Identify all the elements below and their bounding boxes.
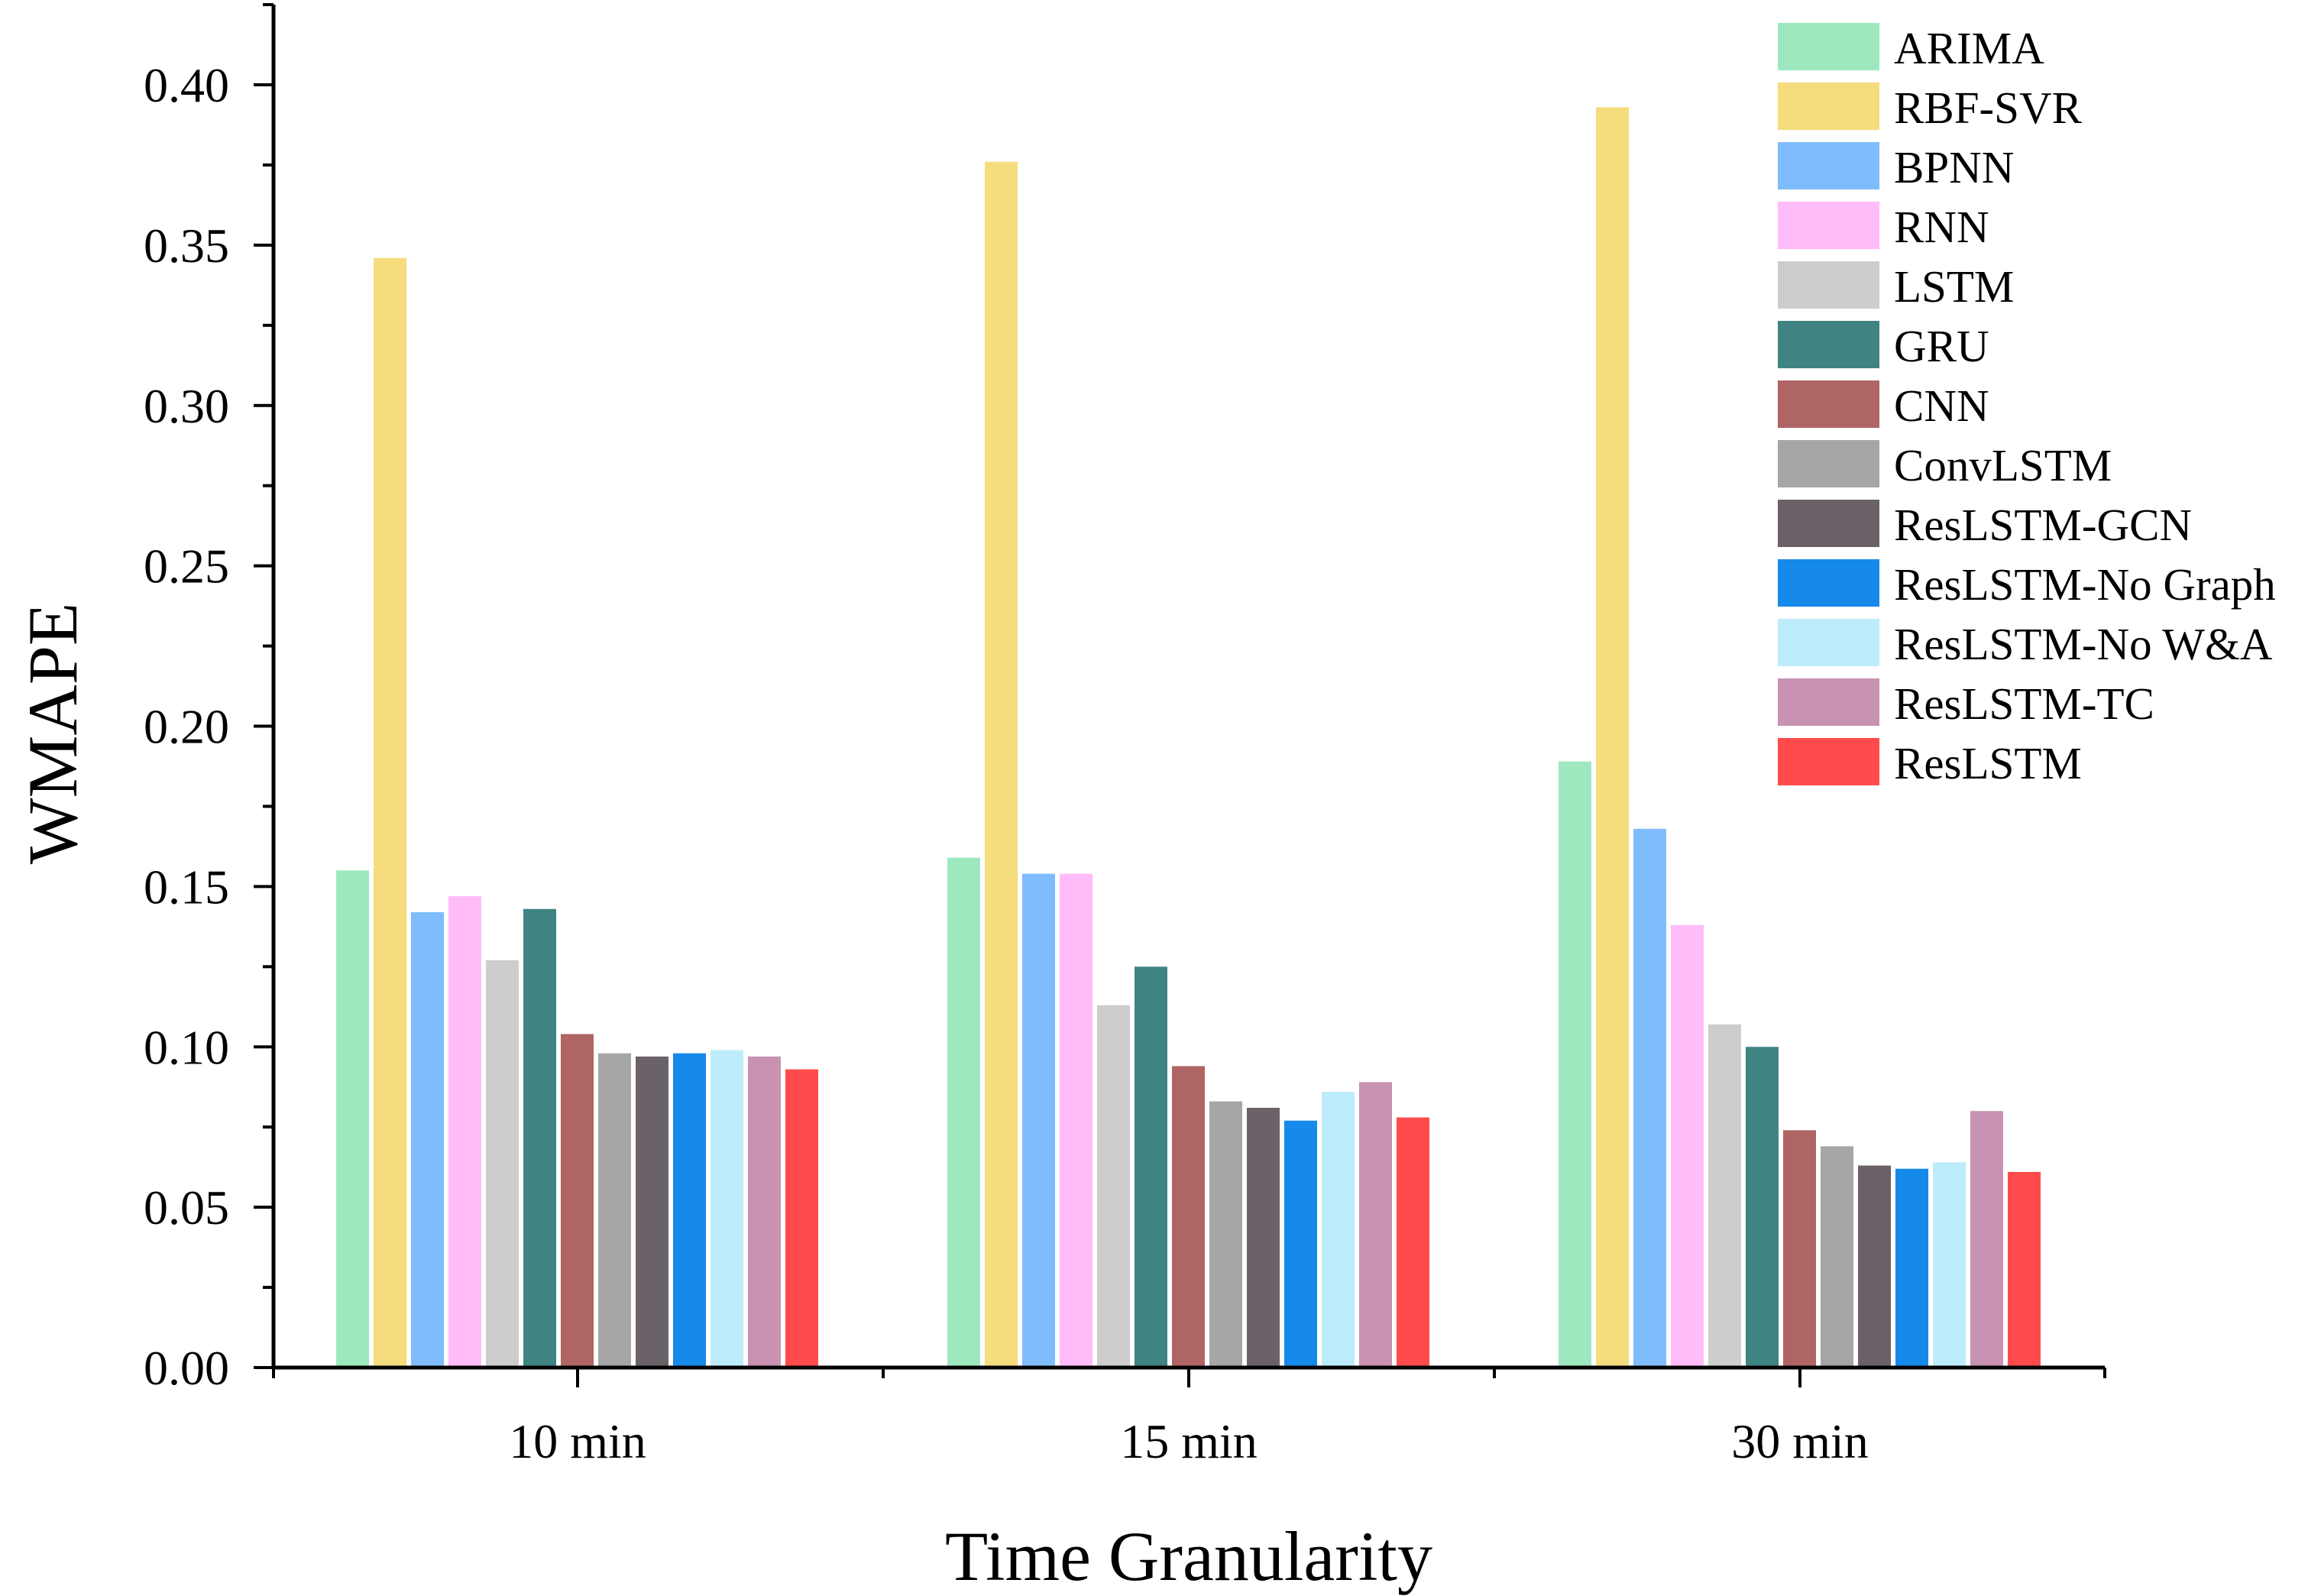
y-tick-label: 0.00 [144,1341,229,1395]
bar-cnn-1 [561,1034,594,1368]
bar-arima-2 [947,857,980,1368]
bar-reslstm-no-w-a-2 [1322,1092,1355,1368]
y-ticks-group: 0.00 0.05 0.10 0.15 0.20 0.25 0.30 0.35 0.40 [144,3,274,1395]
bar-convlstm-2 [1209,1101,1242,1368]
legend-swatch-reslstm [1778,738,1879,785]
legend-label-reslstm: ResLSTM [1894,738,2082,788]
bar-rbf-svr-2 [985,161,1018,1368]
x-axis-title: Time Granularity [945,1517,1432,1595]
legend-label-gru: GRU [1894,321,1989,371]
bar-reslstm-gcn-1 [636,1056,668,1368]
bar-reslstm-tc-2 [1359,1082,1392,1368]
bar-reslstm-gcn-3 [1858,1165,1891,1368]
legend-swatch-arima [1778,23,1879,70]
legend-label-reslstm-no-graph: ResLSTM-No Graph [1894,559,2276,610]
bar-bpnn-1 [411,911,444,1368]
legend-swatch-cnn [1778,380,1879,428]
y-tick-label: 0.15 [144,860,229,914]
bar-reslstm-no-graph-3 [1895,1168,1928,1368]
bar-lstm-1 [486,960,519,1368]
legend-label-convlstm: ConvLSTM [1894,440,2112,490]
legend-swatch-reslstm-no-graph [1778,559,1879,607]
legend-swatch-reslstm-gcn [1778,500,1879,547]
y-tick-label: 0.30 [144,379,229,433]
bars-group [336,107,2041,1368]
bar-reslstm-tc-3 [1970,1111,2003,1368]
bar-reslstm-no-graph-2 [1284,1120,1317,1368]
legend-label-reslstm-tc: ResLSTM-TC [1894,678,2154,729]
legend-label-rnn: RNN [1894,202,1989,252]
bar-rbf-svr-1 [374,257,406,1368]
x-tick-label: 10 min [509,1414,646,1468]
y-tick-label: 0.35 [144,219,229,273]
y-tick-label: 0.25 [144,539,229,594]
bar-gru-2 [1135,966,1167,1368]
legend-label-cnn: CNN [1894,380,1989,431]
bar-lstm-3 [1708,1024,1741,1368]
legend-swatch-reslstm-no-w-a [1778,619,1879,666]
bar-cnn-2 [1172,1066,1205,1368]
bar-rnn-3 [1671,924,1704,1368]
bar-reslstm-3 [2008,1171,2041,1368]
bar-convlstm-1 [598,1053,631,1368]
legend-swatch-bpnn [1778,142,1879,189]
bar-rnn-1 [448,895,481,1368]
legend-swatch-convlstm [1778,440,1879,487]
bar-bpnn-2 [1022,873,1055,1368]
bar-convlstm-3 [1821,1146,1853,1368]
legend-swatch-rbf-svr [1778,83,1879,130]
bar-rnn-2 [1060,873,1092,1368]
x-tick-label: 30 min [1731,1414,1869,1468]
bar-rbf-svr-3 [1596,107,1629,1368]
x-ticks-group: 10 min 15 min 30 min [272,1368,2106,1468]
legend-swatch-lstm [1778,261,1879,309]
bar-gru-1 [523,908,556,1368]
bar-reslstm-no-graph-1 [673,1053,706,1368]
bar-reslstm-no-w-a-3 [1933,1162,1966,1368]
y-tick-label: 0.20 [144,700,229,754]
y-axis-title: WMAPE [14,603,92,864]
legend-label-reslstm-gcn: ResLSTM-GCN [1894,500,2192,550]
bar-reslstm-1 [785,1069,818,1368]
bar-bpnn-3 [1633,828,1666,1368]
legend-label-lstm: LSTM [1894,261,2014,312]
legend: ARIMA RBF-SVR BPNN RNN LSTM GRU CNN ConvLSTM Res… [1778,23,2276,788]
legend-label-reslstm-no-w-a: ResLSTM-No W&A [1894,619,2273,669]
bar-arima-3 [1559,761,1591,1368]
bar-reslstm-gcn-2 [1247,1108,1280,1368]
y-tick-label: 0.10 [144,1020,229,1074]
bar-arima-1 [336,870,369,1368]
legend-label-bpnn: BPNN [1894,142,2014,193]
bar-cnn-3 [1783,1130,1816,1368]
y-tick-label: 0.05 [144,1180,229,1235]
x-tick-label: 15 min [1120,1414,1258,1468]
bar-reslstm-no-w-a-1 [711,1050,743,1368]
bar-reslstm-tc-1 [748,1056,781,1368]
legend-swatch-rnn [1778,202,1879,249]
bar-reslstm-2 [1397,1117,1429,1368]
legend-swatch-reslstm-tc [1778,678,1879,726]
bar-gru-3 [1746,1047,1779,1368]
legend-swatch-gru [1778,321,1879,368]
legend-label-arima: ARIMA [1894,23,2044,73]
bar-lstm-2 [1097,1005,1130,1368]
y-tick-label: 0.40 [144,58,229,112]
legend-label-rbf-svr: RBF-SVR [1894,83,2083,133]
